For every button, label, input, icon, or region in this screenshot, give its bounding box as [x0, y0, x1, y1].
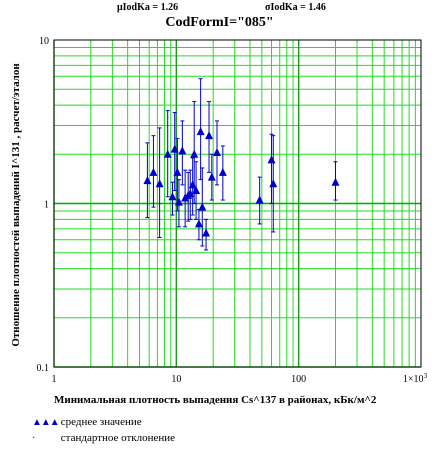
- legend-sd-marker: ·: [32, 433, 36, 444]
- mean-marker: [170, 144, 179, 153]
- x-tick-label: 10: [171, 374, 181, 385]
- mean-marker: [149, 167, 158, 176]
- legend-sd-label: стандартное отклонение: [60, 432, 176, 444]
- mean-marker: [218, 167, 227, 176]
- y-tick-label: 0.1: [37, 363, 50, 374]
- x-tick-label: 100: [291, 374, 306, 385]
- mean-marker: [202, 228, 211, 237]
- y-axis-label: Отношение плотностей выпадений I^131 , р…: [10, 63, 22, 347]
- mean-marker: [190, 149, 199, 158]
- mean-marker: [194, 219, 203, 228]
- axis-layer: [53, 39, 422, 368]
- mean-marker: [196, 127, 205, 136]
- legend-mean-marker: ▲▲▲: [32, 417, 60, 428]
- grid-layer: [53, 40, 421, 368]
- mean-marker: [192, 186, 201, 195]
- mean-marker: [213, 148, 222, 157]
- mean-marker: [163, 149, 172, 158]
- mean-marker: [207, 172, 216, 181]
- mean-marker: [186, 189, 195, 198]
- mean-marker: [205, 131, 214, 140]
- chart-title: CodFormI="085": [165, 15, 274, 30]
- mean-marker: [331, 177, 340, 186]
- errorbar-layer: [145, 78, 338, 251]
- mean-marker: [178, 146, 187, 155]
- mean-marker: [267, 155, 276, 164]
- x-axis-label: Минимальная плотность выпадения Cs^137 в…: [54, 394, 377, 406]
- y-tick-label: 1: [44, 200, 49, 211]
- sigma-statistic: σIodKa = 1.46: [265, 2, 326, 13]
- legend-sd: · стандартное отклонение: [32, 432, 175, 444]
- mu-statistic: μIodKa = 1.26: [117, 2, 179, 13]
- mean-marker: [255, 195, 264, 204]
- mean-marker: [143, 176, 152, 185]
- x-tick-superscript: 3: [424, 372, 428, 380]
- mean-marker: [155, 179, 164, 188]
- mean-marker: [174, 197, 183, 206]
- y-tick-label: 10: [39, 36, 49, 47]
- mean-marker: [198, 202, 207, 211]
- mean-marker: [168, 192, 177, 201]
- mean-marker: [173, 167, 182, 176]
- legend-mean-label: среднее значение: [60, 416, 142, 428]
- mean-marker: [188, 180, 197, 189]
- mean-marker: [269, 179, 278, 188]
- marker-layer: [143, 127, 340, 237]
- x-tick-label: 1×103: [403, 372, 428, 385]
- legend-mean: ▲▲▲ среднее значение: [32, 416, 142, 428]
- plot-frame: [53, 39, 422, 368]
- x-tick-label: 1: [52, 374, 57, 385]
